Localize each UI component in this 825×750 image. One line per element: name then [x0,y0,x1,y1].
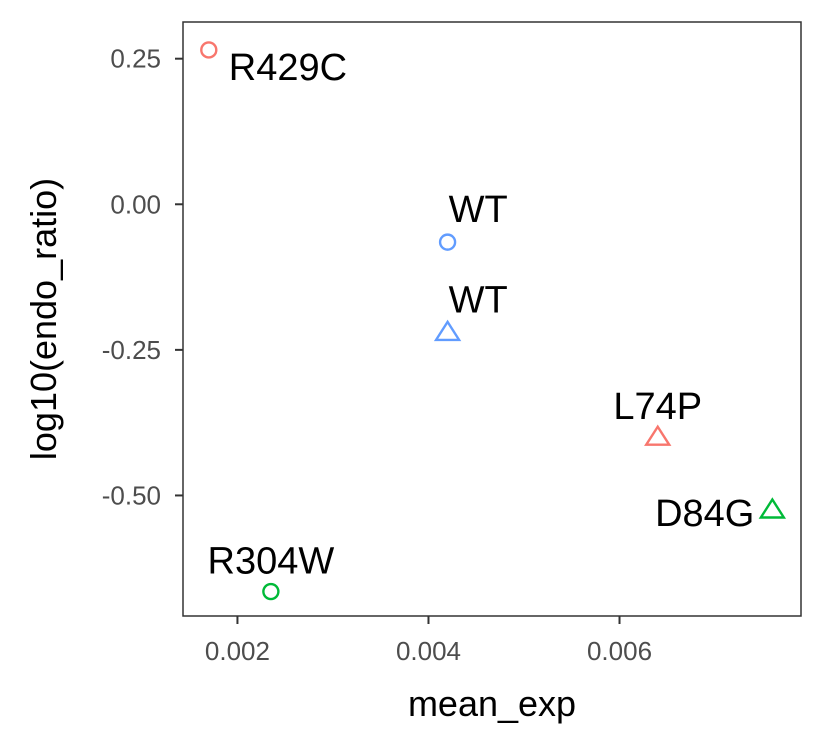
data-point-triangle [644,424,672,446]
data-point-triangle [433,319,462,342]
data-point-circle [200,41,218,59]
y-tick-label: 0.00 [110,189,161,219]
x-tick-label: 0.002 [205,636,270,666]
data-point-triangle [758,497,787,519]
data-point-circle [438,233,457,251]
point-label: R429C [229,47,347,89]
x-tick-label: 0.004 [396,636,461,666]
point-label: R304W [208,541,335,583]
point-label: WT [449,189,508,231]
plot-layer: R429C WT WT L74P D84G R304W [200,41,787,601]
point-label: L74P [613,386,702,428]
y-axis-title: log10(endo_ratio) [23,178,64,460]
y-tick-label: -0.25 [102,335,161,365]
point-label: D84G [655,493,754,535]
axis-layer: 0.002 0.004 0.006 0.25 0.00 -0.25 -0.50 [102,44,652,666]
y-tick-label: -0.50 [102,480,161,510]
data-point-circle [262,582,280,601]
x-axis-title: mean_exp [408,683,576,724]
panel-border [182,21,802,617]
x-tick-label: 0.006 [587,636,652,666]
point-label: WT [449,279,508,321]
y-tick-label: 0.25 [110,44,161,74]
